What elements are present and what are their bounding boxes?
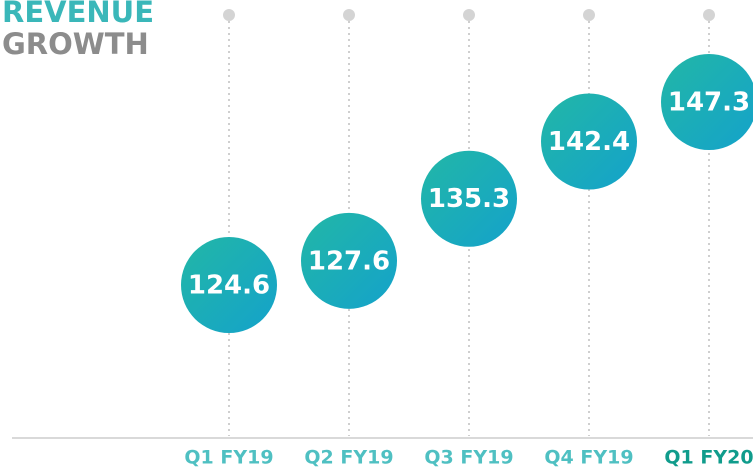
value-label: 127.6 <box>308 246 390 276</box>
title-line: REVENUE <box>2 0 154 29</box>
value-bubble <box>301 212 397 309</box>
top-dot <box>463 9 475 21</box>
x-tick-label: Q3 FY19 <box>424 447 513 469</box>
value-bubble <box>421 150 517 247</box>
value-label: 124.6 <box>188 271 270 301</box>
value-bubble <box>181 237 277 333</box>
value-bubble <box>661 54 753 150</box>
title-line: GROWTH <box>2 27 149 61</box>
top-dot <box>343 9 355 21</box>
value-bubble <box>541 93 637 190</box>
x-tick-label: Q1 FY20 <box>664 447 753 469</box>
value-label: 135.3 <box>428 184 510 214</box>
top-dot <box>583 9 595 21</box>
x-tick-label: Q4 FY19 <box>544 447 633 469</box>
value-label: 147.3 <box>668 88 750 118</box>
x-tick-label: Q1 FY19 <box>184 447 273 469</box>
x-tick-label: Q2 FY19 <box>304 447 393 469</box>
value-label: 142.4 <box>548 127 630 157</box>
top-dot <box>223 9 235 21</box>
top-dot <box>703 9 715 21</box>
